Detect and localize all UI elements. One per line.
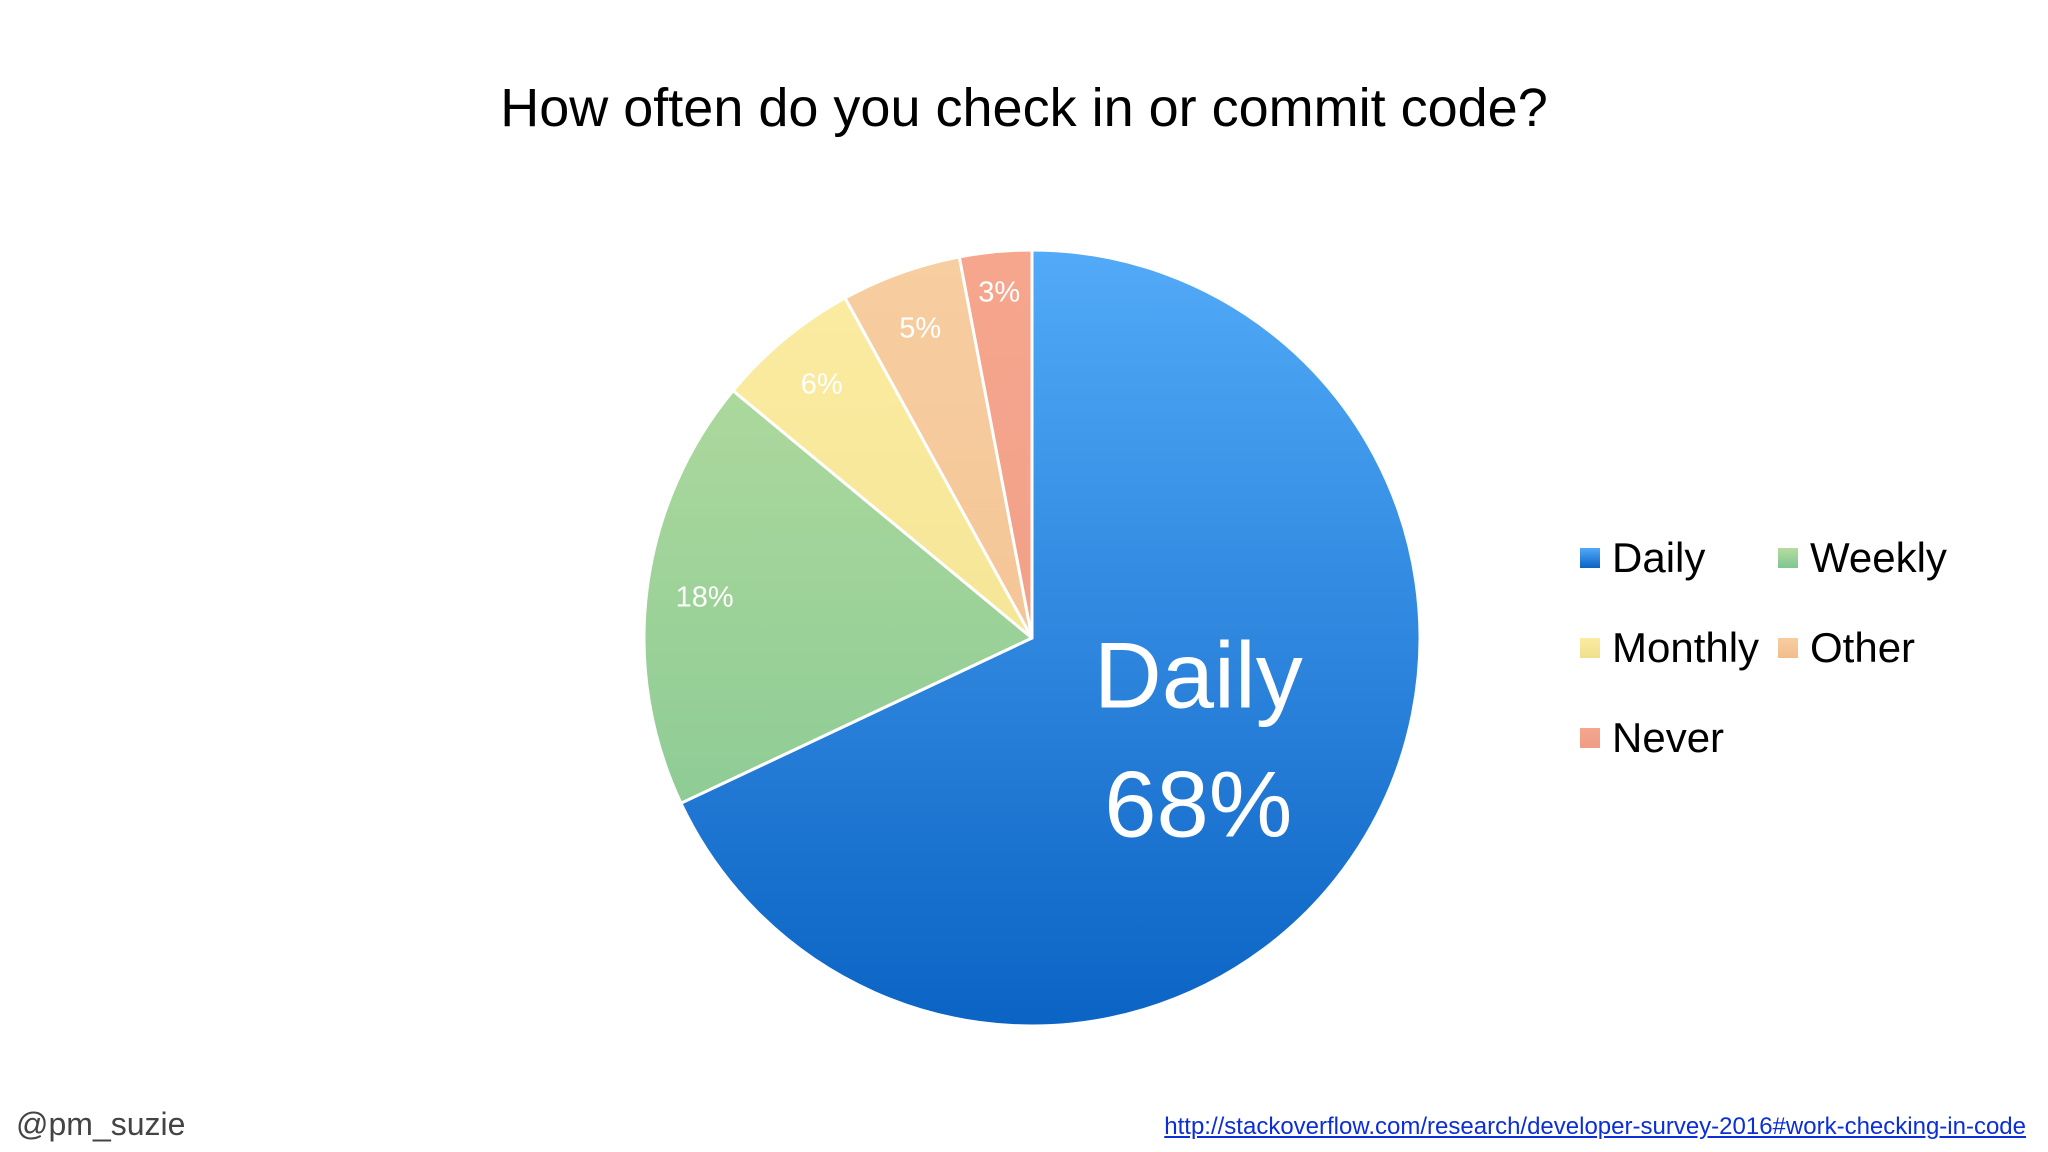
legend-swatch (1580, 548, 1600, 568)
author-handle: @pm_suzie (16, 1106, 186, 1142)
pie-callout-category: Daily (1094, 623, 1303, 728)
pie-slice-weekly (642, 389, 1034, 805)
legend-item-never: Never (1580, 713, 1724, 763)
legend-item-other: Other (1778, 623, 1915, 673)
legend-swatch (1580, 638, 1600, 658)
legend-swatch (1778, 548, 1798, 568)
pie-slice-never (957, 248, 1034, 640)
pie-slice-daily (679, 248, 1422, 1028)
source-link[interactable]: http://stackoverflow.com/research/develo… (1164, 1113, 2026, 1140)
legend-label: Other (1810, 624, 1916, 671)
legend-label: Weekly (1810, 534, 1947, 581)
pie-label-never: 3% (978, 277, 1020, 309)
pie-slice-monthly (731, 296, 1034, 640)
legend-label: Monthly (1612, 624, 1760, 671)
pie-label-monthly: 6% (801, 369, 843, 401)
legend-swatch (1580, 728, 1600, 748)
legend-item-weekly: Weekly (1778, 533, 1947, 583)
pie-label-other: 5% (899, 313, 941, 345)
legend-label: Never (1612, 714, 1725, 761)
legend-item-monthly: Monthly (1580, 623, 1759, 673)
pie-label-weekly: 18% (676, 582, 734, 614)
chart-title: How often do you check in or commit code… (500, 78, 1548, 138)
legend-swatch (1778, 638, 1798, 658)
legend-item-daily: Daily (1580, 533, 1705, 583)
pie-callout-value: 68% (1104, 752, 1292, 857)
legend-label: Daily (1612, 534, 1706, 581)
